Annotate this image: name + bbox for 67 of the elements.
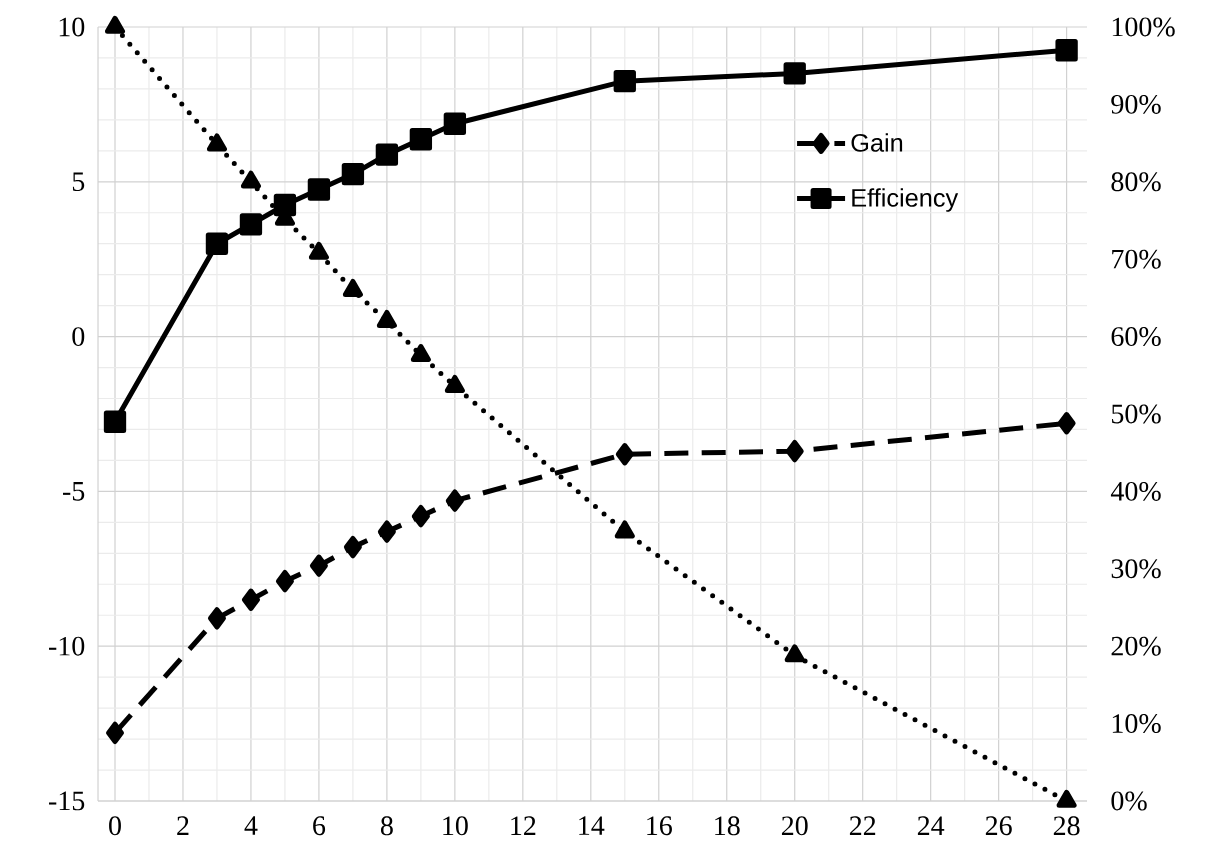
point [275, 570, 294, 593]
point [410, 344, 431, 362]
y-tick-label: -10 [49, 636, 85, 656]
point [207, 607, 226, 630]
x-tick-label: 16 [647, 816, 672, 836]
y2-tick-label: 20% [1111, 636, 1161, 656]
y2-tick-label: 10% [1112, 714, 1161, 734]
point [341, 162, 365, 186]
point [308, 241, 329, 260]
point [241, 588, 260, 611]
point [613, 70, 636, 93]
point [785, 439, 804, 463]
point [205, 232, 229, 255]
x-tick-label: 4 [244, 816, 258, 835]
point [445, 489, 464, 512]
point [273, 193, 297, 217]
point [783, 62, 806, 85]
y2-tick-label: 90% [1111, 94, 1161, 114]
point [411, 504, 430, 528]
point [1057, 412, 1076, 435]
y2-tick-label: 70% [1112, 249, 1161, 269]
point [106, 721, 124, 745]
x-tick-label: 28 [1053, 816, 1080, 836]
point [343, 535, 362, 559]
point [443, 112, 467, 135]
x-tick-label: 26 [985, 816, 1012, 836]
point [103, 410, 127, 433]
x-tick-label: 20 [781, 816, 808, 836]
y-tick-label: 0 [72, 327, 85, 347]
point [104, 15, 126, 34]
x-tick-label: 24 [917, 816, 945, 835]
x-tick-label: 6 [313, 816, 326, 836]
point [375, 143, 399, 166]
y2-tick-label: 30% [1111, 559, 1161, 579]
y2-tick-label: 80% [1111, 172, 1161, 192]
x-tick-label: 14 [579, 816, 605, 835]
point [240, 170, 261, 189]
point [376, 309, 397, 328]
point [309, 554, 328, 577]
x-tick-label: 2 [177, 816, 189, 835]
y-tick-label: -5 [63, 482, 85, 501]
point [409, 128, 433, 151]
x-tick-label: 18 [715, 816, 740, 836]
point [444, 374, 465, 393]
point [1055, 39, 1078, 62]
x-tick-label: 22 [849, 816, 876, 835]
point [307, 178, 331, 201]
point [206, 133, 227, 152]
x-tick-label: 12 [511, 816, 536, 835]
point [342, 278, 363, 297]
y-tick-label: -15 [49, 791, 85, 811]
x-tick-label: 0 [109, 816, 121, 836]
x-tick-label: 8 [380, 816, 393, 836]
point [377, 520, 396, 543]
legend-label: Gain [851, 133, 903, 152]
legend-label: Efficiency [852, 188, 959, 212]
y2-tick-label: 0% [1111, 791, 1147, 811]
y2-tick-label: 100% [1112, 17, 1175, 37]
y-tick-label: 5 [72, 172, 85, 192]
x-tick-label: 10 [443, 816, 468, 836]
point [239, 213, 263, 236]
y-tick-label: 10 [59, 17, 85, 37]
point [615, 443, 634, 466]
y2-tick-label: 60% [1111, 327, 1161, 347]
y2-tick-label: 50% [1112, 404, 1161, 424]
y2-tick-label: 40% [1110, 481, 1161, 501]
point [614, 520, 635, 539]
